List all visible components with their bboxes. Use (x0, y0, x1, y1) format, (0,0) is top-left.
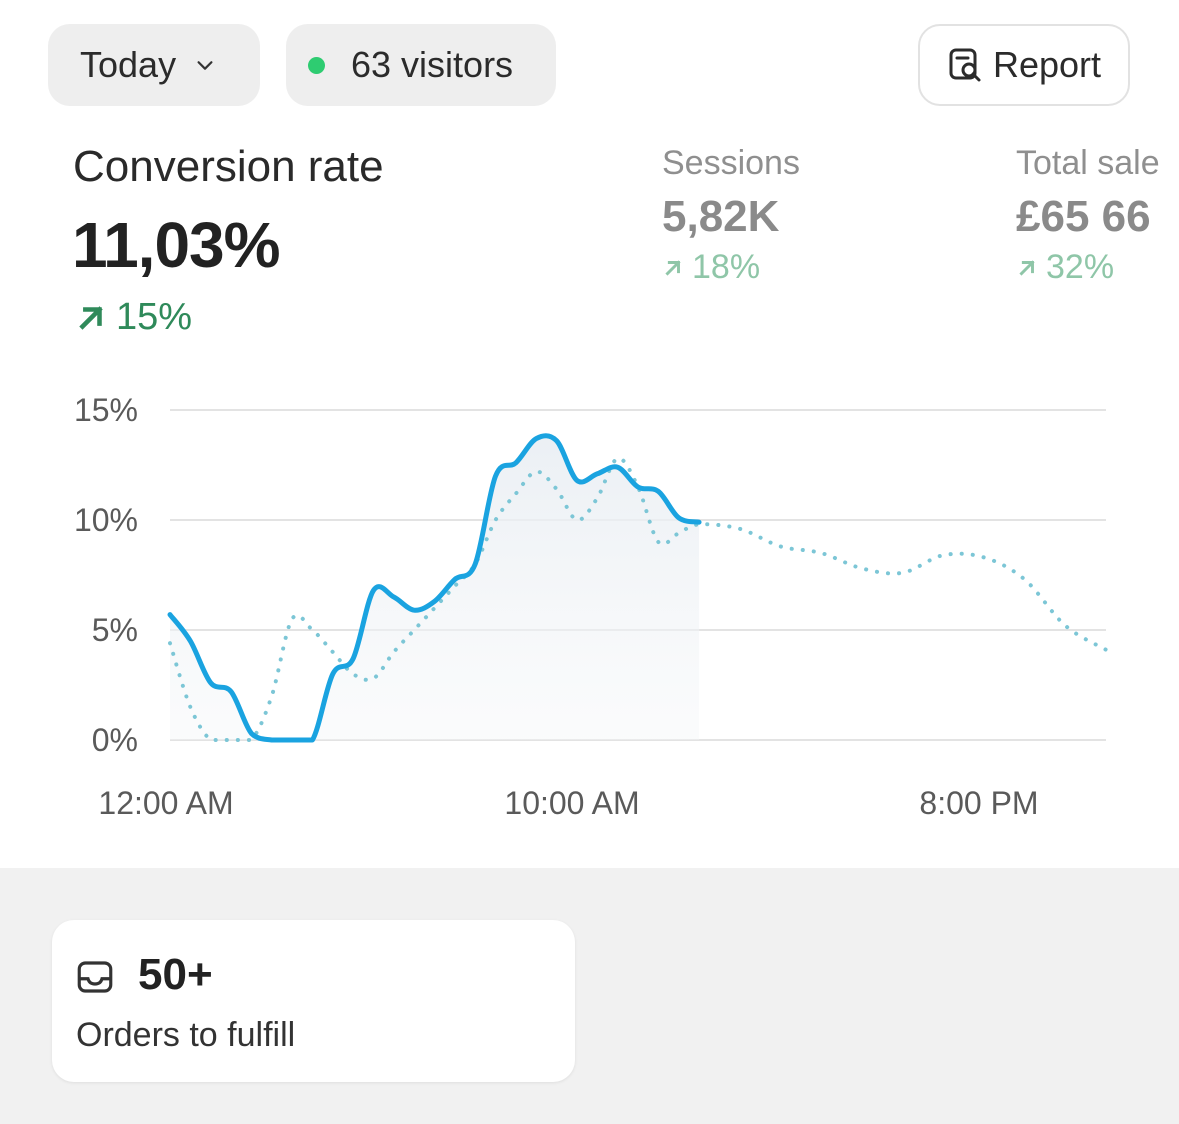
total-sales-value: £65 66 (1016, 192, 1151, 241)
period-dropdown[interactable]: Today (48, 24, 260, 106)
report-search-icon (949, 48, 981, 82)
inbox-icon (77, 961, 113, 993)
x-tick-label: 12:00 AM (98, 785, 233, 821)
x-tick-label: 10:00 AM (504, 785, 639, 821)
sessions-value: 5,82K (662, 192, 780, 241)
conversion-rate-change: 15% (74, 296, 192, 339)
y-tick-label: 5% (92, 612, 138, 648)
conversion-rate-value: 11,03% (72, 209, 281, 281)
live-visitors-pill[interactable]: 63 visitors (286, 24, 556, 106)
arrow-up-right-icon (1019, 259, 1035, 276)
chevron-down-icon (197, 61, 213, 70)
total-sales-title: Total sale (1016, 144, 1160, 182)
sessions-change-value: 18% (692, 248, 761, 286)
x-tick-label: 8:00 PM (919, 785, 1038, 821)
live-dot-icon (308, 56, 325, 74)
orders-label: Orders to fulfill (76, 1016, 296, 1054)
current-series-line (167, 433, 702, 743)
arrow-up-right-icon (665, 259, 681, 276)
visitors-label: 63 visitors (351, 44, 514, 85)
orders-count: 50+ (138, 950, 213, 999)
y-tick-label: 10% (74, 502, 138, 538)
bottom-panel: 50+ Orders to fulfill (0, 868, 1179, 1124)
conversion-rate-title: Conversion rate (73, 142, 384, 191)
report-label: Report (992, 44, 1102, 85)
arrow-up-right-icon (79, 305, 103, 330)
total-sales-change: 32% (1016, 248, 1114, 287)
sessions-title: Sessions (662, 144, 800, 182)
orders-to-fulfill-card[interactable]: 50+ Orders to fulfill (52, 920, 575, 1082)
period-label: Today (80, 44, 177, 85)
conversion-rate-chart: 15% 10% 5% 0% 12:00 AM 10:00 AM 8:00 PM (74, 392, 1108, 821)
conversion-rate-change-value: 15% (116, 296, 193, 338)
report-button[interactable]: Report (918, 24, 1130, 106)
sessions-change: 18% (662, 248, 760, 287)
y-tick-label: 15% (74, 392, 138, 428)
current-series-area (170, 435, 700, 740)
total-sales-change-value: 32% (1046, 248, 1115, 286)
y-tick-label: 0% (92, 722, 138, 758)
